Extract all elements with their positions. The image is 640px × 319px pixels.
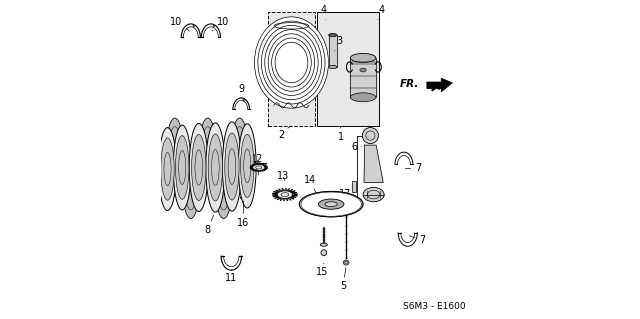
Ellipse shape [232,118,248,175]
Ellipse shape [311,196,351,212]
Ellipse shape [225,133,239,200]
Text: 10: 10 [170,17,189,31]
Ellipse shape [159,128,177,211]
Text: 7: 7 [405,163,421,174]
Ellipse shape [301,192,362,216]
Ellipse shape [300,191,363,217]
Ellipse shape [321,200,341,208]
Ellipse shape [328,65,337,69]
Ellipse shape [343,260,349,265]
Text: 1: 1 [338,126,344,142]
Ellipse shape [222,122,241,211]
Text: 12: 12 [251,153,263,175]
Bar [317,12,379,126]
Polygon shape [272,188,298,201]
FancyArrowPatch shape [432,83,442,90]
Ellipse shape [363,188,384,202]
Polygon shape [427,78,452,92]
Ellipse shape [304,193,358,215]
Ellipse shape [320,243,327,246]
Ellipse shape [321,250,326,256]
Ellipse shape [167,118,183,175]
Ellipse shape [206,123,225,212]
Ellipse shape [308,195,355,214]
Text: 16: 16 [237,201,249,228]
Text: 11: 11 [225,270,237,283]
Polygon shape [250,163,268,172]
Text: 10: 10 [212,17,229,31]
Ellipse shape [360,68,366,72]
Text: 14: 14 [303,174,316,193]
Text: 9: 9 [239,84,245,98]
Ellipse shape [314,197,348,211]
Text: 15: 15 [316,263,329,277]
Ellipse shape [191,134,206,201]
Bar [352,181,356,192]
Text: S6M3 - E1600: S6M3 - E1600 [403,302,465,311]
Ellipse shape [183,161,199,219]
Bar [268,12,315,126]
Text: 17: 17 [339,187,356,199]
Ellipse shape [241,134,254,197]
Ellipse shape [328,33,337,37]
Ellipse shape [175,136,189,199]
Ellipse shape [161,138,174,200]
Text: 2: 2 [278,126,291,140]
Text: 7: 7 [409,235,425,245]
Text: 3: 3 [334,36,342,51]
Ellipse shape [208,134,223,201]
Ellipse shape [319,199,344,209]
Polygon shape [364,145,383,182]
Text: 13: 13 [277,171,289,181]
Ellipse shape [350,93,376,102]
Ellipse shape [216,161,232,219]
Ellipse shape [173,125,191,210]
Ellipse shape [329,34,337,36]
Ellipse shape [255,17,328,108]
Ellipse shape [200,118,216,175]
Ellipse shape [350,54,376,63]
Ellipse shape [238,124,256,208]
Text: FR.: FR. [399,78,419,89]
Text: 4: 4 [320,5,326,19]
Text: 6: 6 [351,142,362,152]
Ellipse shape [253,164,265,171]
Ellipse shape [325,202,337,207]
Ellipse shape [189,123,209,211]
Ellipse shape [317,199,345,210]
Text: 8: 8 [205,215,214,235]
Text: 5: 5 [340,268,346,291]
Ellipse shape [362,128,378,144]
Text: 4: 4 [378,5,384,19]
Ellipse shape [277,191,292,198]
